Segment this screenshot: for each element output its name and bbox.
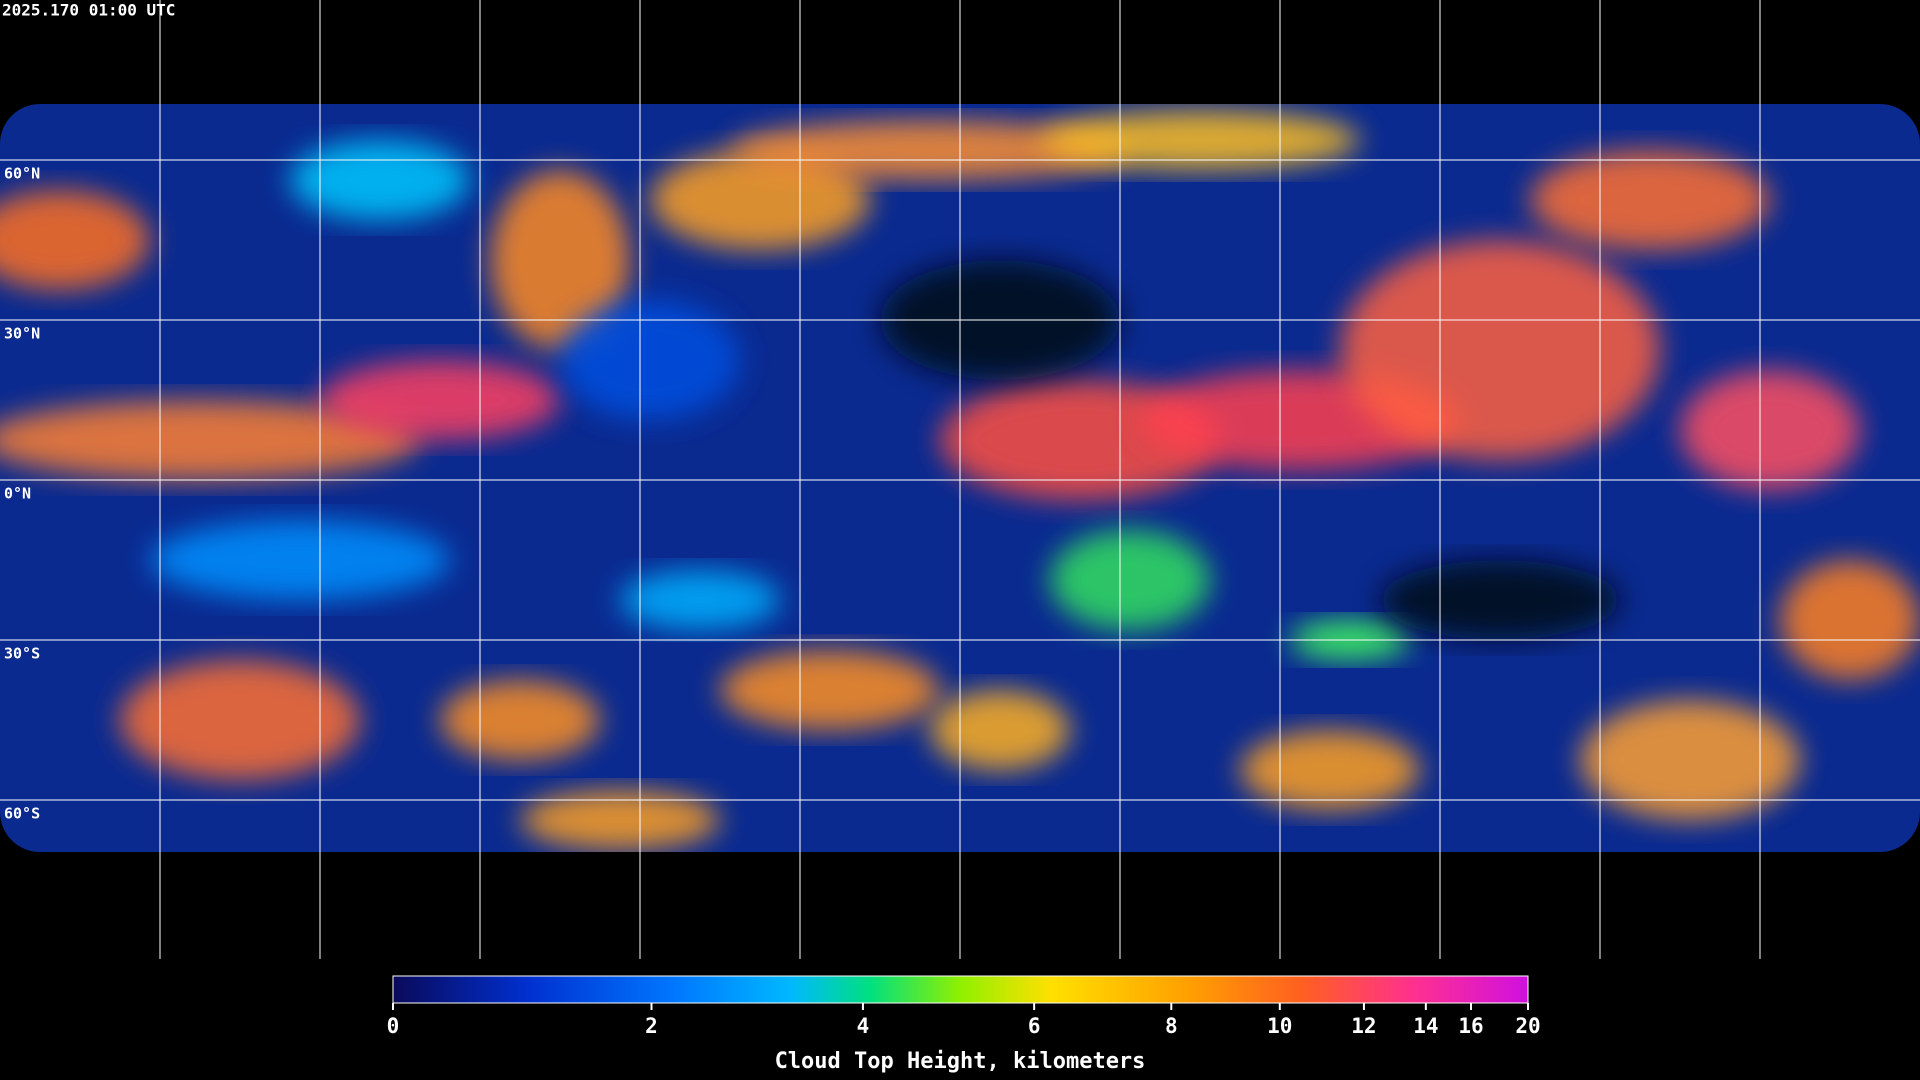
cloud-blob bbox=[560, 300, 740, 420]
cloud-blob bbox=[150, 520, 450, 600]
colorbar-tick-label: 20 bbox=[1515, 1014, 1540, 1038]
colorbar-tick-label: 14 bbox=[1413, 1014, 1438, 1038]
colorbar-tick-label: 12 bbox=[1351, 1014, 1376, 1038]
cloud-blob bbox=[0, 400, 420, 480]
timestamp: 2025.170 01:00 UTC bbox=[2, 1, 175, 20]
cloud-blob bbox=[1580, 700, 1800, 820]
latitude-label: 60°S bbox=[4, 805, 40, 823]
latitude-label: 30°N bbox=[4, 325, 40, 343]
cloud-blob bbox=[1050, 530, 1210, 630]
colorbar-label: Cloud Top Height, kilometers bbox=[775, 1049, 1146, 1074]
graticule bbox=[0, 0, 1920, 959]
cloud-blob bbox=[520, 790, 720, 850]
colorbar-tick-label: 2 bbox=[645, 1014, 658, 1038]
cloud-blob bbox=[0, 190, 150, 290]
colorbar-tick-label: 16 bbox=[1458, 1014, 1483, 1038]
cloud-blob bbox=[320, 360, 560, 440]
colorbar bbox=[392, 975, 1529, 1004]
cloud-blob bbox=[440, 680, 600, 760]
cloud-blob bbox=[1040, 110, 1360, 170]
latitude-label: 60°N bbox=[4, 165, 40, 183]
cloud-blob bbox=[720, 650, 940, 730]
colorbar-tick-label: 4 bbox=[857, 1014, 870, 1038]
latitude-label: 30°S bbox=[4, 645, 40, 663]
cloud-blob bbox=[1530, 150, 1770, 250]
cloud-blob bbox=[620, 570, 780, 630]
cloud-blob bbox=[1780, 560, 1920, 680]
colorbar-tick-label: 6 bbox=[1028, 1014, 1041, 1038]
cloud-blob bbox=[1680, 370, 1860, 490]
colorbar-tick-label: 10 bbox=[1267, 1014, 1292, 1038]
cloud-blob bbox=[930, 690, 1070, 770]
colorbar-tick-label: 8 bbox=[1165, 1014, 1178, 1038]
cloud-blob bbox=[120, 660, 360, 780]
cloud-blob bbox=[1380, 560, 1620, 640]
cloud-blob bbox=[730, 120, 1130, 180]
cloud-blob bbox=[650, 150, 870, 250]
latitude-label: 0°N bbox=[4, 485, 31, 503]
colorbar-tick-label: 0 bbox=[387, 1014, 400, 1038]
cloud-blob bbox=[490, 170, 630, 350]
cloud-blob bbox=[1340, 240, 1660, 460]
cloud-blob bbox=[290, 140, 470, 220]
cloud-blob bbox=[1240, 730, 1420, 810]
